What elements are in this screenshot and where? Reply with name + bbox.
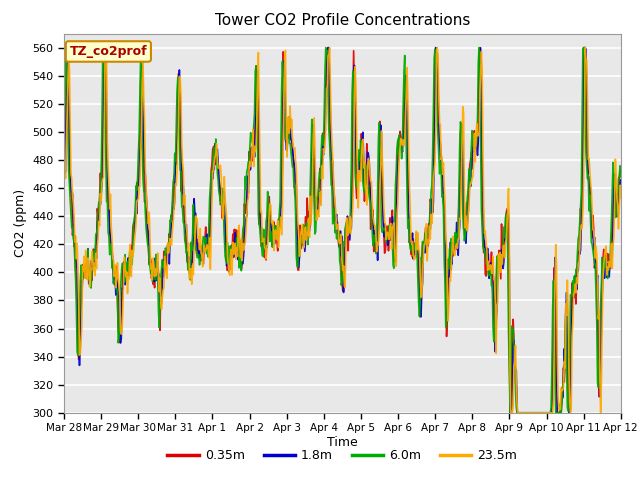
- X-axis label: Time: Time: [327, 436, 358, 449]
- Title: Tower CO2 Profile Concentrations: Tower CO2 Profile Concentrations: [214, 13, 470, 28]
- Y-axis label: CO2 (ppm): CO2 (ppm): [14, 189, 27, 257]
- Text: TZ_co2prof: TZ_co2prof: [70, 45, 147, 58]
- Legend: 0.35m, 1.8m, 6.0m, 23.5m: 0.35m, 1.8m, 6.0m, 23.5m: [163, 444, 522, 467]
